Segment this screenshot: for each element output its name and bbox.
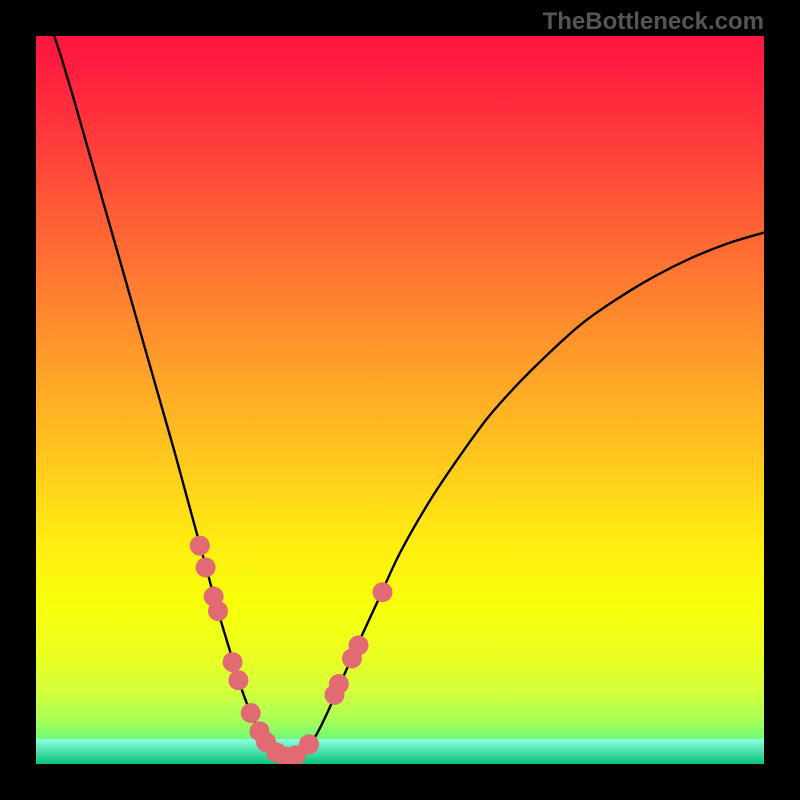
data-marker <box>241 703 261 723</box>
chart-svg <box>36 36 764 764</box>
data-marker <box>373 582 393 602</box>
data-marker <box>228 670 248 690</box>
curve-layer <box>54 36 764 758</box>
data-marker <box>299 734 319 754</box>
bottleneck-curve <box>54 36 764 758</box>
data-marker <box>349 635 369 655</box>
data-marker <box>190 536 210 556</box>
data-marker <box>223 652 243 672</box>
plot-area <box>36 36 764 764</box>
data-marker <box>196 557 216 577</box>
data-marker <box>208 601 228 621</box>
chart-frame: TheBottleneck.com <box>0 0 800 800</box>
watermark-text: TheBottleneck.com <box>543 8 764 36</box>
markers-layer <box>190 536 393 764</box>
data-marker <box>329 674 349 694</box>
